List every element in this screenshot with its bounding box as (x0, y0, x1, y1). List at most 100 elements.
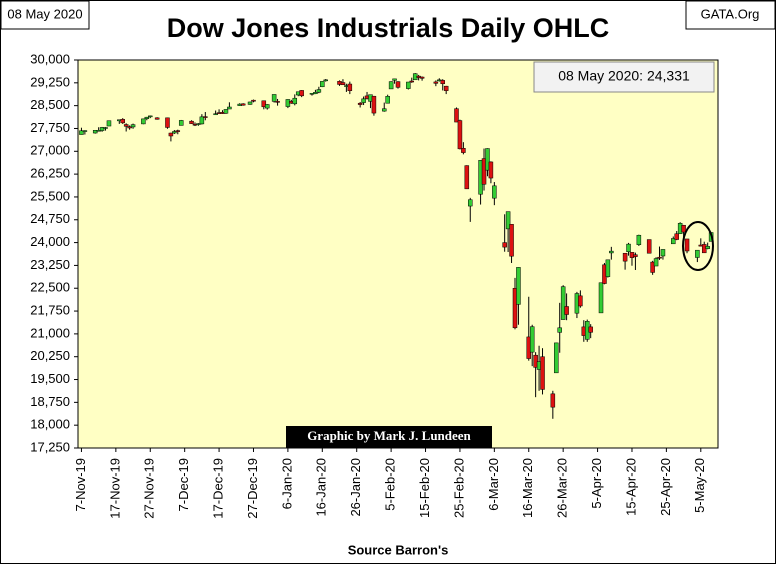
x-tick-label: 6-Mar-20 (486, 458, 501, 511)
x-tick-label: 15-Feb-20 (417, 458, 432, 518)
value-note: 08 May 2020: 24,331 (558, 68, 690, 84)
x-tick-label: 25-Apr-20 (658, 458, 673, 516)
candle-body (454, 108, 459, 123)
candle-body (271, 94, 277, 102)
candle-body (323, 79, 328, 82)
x-tick-label: 17-Dec-19 (211, 458, 226, 519)
candle-body (127, 126, 132, 129)
candle-body (264, 104, 270, 109)
candle-body (316, 89, 322, 93)
candle-body (320, 81, 325, 88)
candle-body (168, 132, 174, 137)
candle-body (130, 124, 136, 128)
candle-body (509, 224, 514, 257)
candle-body (588, 326, 593, 333)
candle-body (657, 256, 662, 259)
candle-body (361, 98, 366, 103)
candle-body (251, 99, 256, 102)
candle-body (626, 243, 631, 252)
candle-body (633, 254, 638, 257)
candle-body (660, 249, 666, 257)
candle-body (550, 393, 556, 408)
candle-body (144, 116, 150, 119)
y-tick-label: 18,750 (30, 394, 70, 409)
y-tick-label: 21,750 (30, 302, 70, 317)
candle-body (560, 286, 566, 320)
candle-body (681, 224, 686, 233)
candle-body (148, 115, 153, 118)
y-tick-label: 25,500 (30, 188, 70, 203)
credit: Graphic by Mark J. Lundeen (307, 428, 471, 443)
candle-body (299, 90, 304, 97)
candle-body (172, 131, 177, 134)
candle-body (106, 120, 112, 127)
y-tick-label: 19,500 (30, 371, 70, 386)
date-box (0, 0, 90, 30)
candle-body (650, 261, 655, 273)
x-tick-label: 27-Dec-19 (245, 458, 260, 519)
candle-body (598, 282, 604, 314)
x-tick-label: 5-Apr-20 (589, 458, 604, 509)
credit-box (286, 426, 492, 448)
candle-body (203, 116, 208, 118)
candle-body (103, 127, 108, 129)
x-tick-label: 17-Nov-19 (107, 458, 122, 519)
candle-body (123, 124, 129, 127)
y-tick-label: 21,000 (30, 325, 70, 340)
candle-body (457, 120, 463, 150)
y-tick-label: 26,250 (30, 166, 70, 181)
candle-body (684, 238, 690, 252)
y-tick-label: 29,250 (30, 74, 70, 89)
candle-body (178, 120, 184, 126)
candle-body (141, 118, 146, 125)
candle-body (488, 161, 494, 179)
candle-body (516, 267, 521, 305)
candle-body (227, 106, 232, 110)
y-tick-label: 24,750 (30, 211, 70, 226)
y-tick-label: 17,250 (30, 439, 70, 454)
x-tick-label: 25-Feb-20 (451, 458, 466, 518)
candle-body (529, 326, 535, 353)
highlight-circle (682, 221, 714, 271)
x-tick-label: 27-Nov-19 (142, 458, 157, 519)
candle-body (653, 258, 659, 267)
candle-body (409, 80, 415, 83)
y-tick-label: 18,000 (30, 417, 70, 432)
candle-body (440, 80, 445, 85)
candle-body (292, 97, 298, 105)
y-tick-label: 20,250 (30, 348, 70, 363)
candle-body (622, 252, 628, 262)
date-box-text: 08 May 2020 (7, 6, 82, 21)
candle-body (247, 101, 253, 105)
x-tick-label: 16-Mar-20 (520, 458, 535, 518)
x-tick-label: 15-Apr-20 (623, 458, 638, 516)
candle-body (357, 102, 363, 105)
candle-body (381, 108, 387, 112)
candle-body (443, 85, 449, 91)
candle-body (165, 117, 170, 128)
candle-body (464, 165, 470, 190)
y-tick-label: 23,250 (30, 257, 70, 272)
y-tick-label: 27,000 (30, 143, 70, 158)
candle-body (154, 117, 160, 120)
candle-body (505, 211, 511, 230)
y-tick-label: 28,500 (30, 97, 70, 112)
candle-body (82, 130, 88, 132)
x-tick-label: 26-Jan-20 (348, 458, 363, 517)
candle-body (213, 113, 218, 116)
value-note-box (533, 61, 715, 93)
x-tick-label: 5-May-20 (692, 458, 707, 513)
candle-body (419, 76, 425, 79)
y-tick-label: 27,750 (30, 120, 70, 135)
candle-body (99, 127, 105, 131)
candle-body (564, 306, 569, 315)
y-tick-label: 24,000 (30, 234, 70, 249)
y-tick-label: 30,000 (30, 51, 70, 66)
candle-body (578, 295, 583, 307)
candle-body (175, 130, 181, 132)
candle-body (395, 81, 401, 88)
candle-body (433, 81, 439, 84)
candle-body (492, 185, 497, 199)
candle-body (340, 82, 346, 86)
candle-body (385, 96, 390, 104)
